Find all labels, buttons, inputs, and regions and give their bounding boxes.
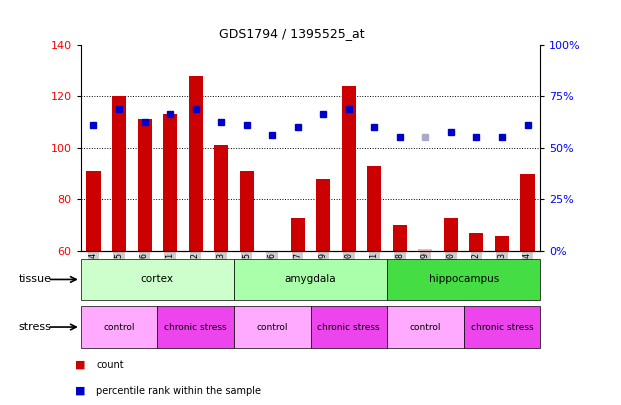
Text: count: count: [96, 360, 124, 369]
Text: amygdala: amygdala: [284, 275, 337, 284]
Text: chronic stress: chronic stress: [471, 322, 533, 332]
Bar: [81, 259, 234, 300]
Text: control: control: [256, 322, 288, 332]
Text: GDS1794 / 1395525_at: GDS1794 / 1395525_at: [219, 28, 365, 40]
Bar: [342, 86, 356, 251]
Bar: [393, 225, 407, 251]
Bar: [214, 145, 228, 251]
Bar: [163, 114, 177, 251]
Bar: [316, 179, 330, 251]
Bar: [387, 259, 540, 300]
Bar: [520, 174, 535, 251]
Bar: [469, 233, 484, 251]
Bar: [464, 306, 540, 348]
Bar: [137, 119, 152, 251]
Text: control: control: [103, 322, 135, 332]
Bar: [86, 171, 101, 251]
Text: chronic stress: chronic stress: [317, 322, 380, 332]
Text: chronic stress: chronic stress: [165, 322, 227, 332]
Bar: [234, 259, 387, 300]
Bar: [189, 75, 202, 251]
Text: tissue: tissue: [19, 275, 52, 284]
Bar: [112, 96, 126, 251]
Text: cortex: cortex: [141, 275, 174, 284]
Text: percentile rank within the sample: percentile rank within the sample: [96, 386, 261, 396]
Bar: [81, 306, 157, 348]
Bar: [157, 306, 234, 348]
Bar: [444, 217, 458, 251]
Text: control: control: [410, 322, 441, 332]
Bar: [495, 236, 509, 251]
Text: stress: stress: [19, 322, 52, 332]
Text: ■: ■: [75, 360, 85, 369]
Bar: [387, 306, 464, 348]
Bar: [367, 166, 381, 251]
Bar: [419, 249, 432, 251]
Bar: [234, 306, 310, 348]
Bar: [240, 171, 254, 251]
Bar: [291, 217, 305, 251]
Text: ■: ■: [75, 386, 85, 396]
Bar: [310, 306, 387, 348]
Text: hippocampus: hippocampus: [428, 275, 499, 284]
